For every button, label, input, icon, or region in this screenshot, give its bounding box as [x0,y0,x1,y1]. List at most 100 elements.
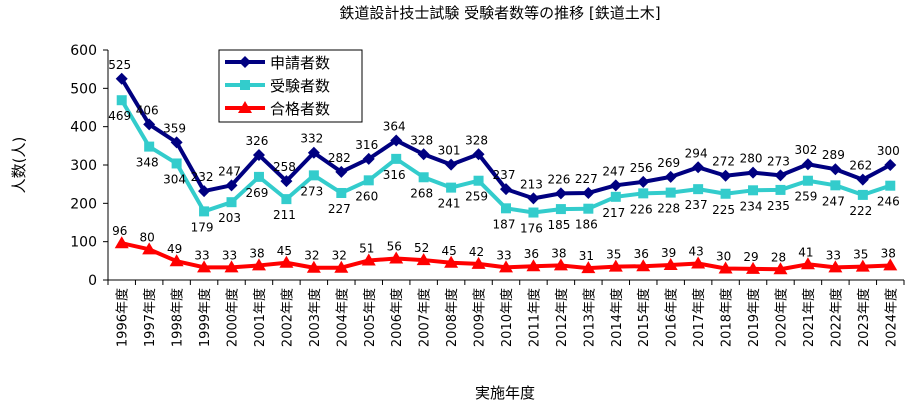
point-marker [800,257,815,270]
point-marker [856,173,869,186]
data-label: 45 [441,244,456,258]
point-marker [748,185,759,196]
data-label: 179 [191,220,214,234]
x-tick-label: 1999年度 [197,288,213,347]
point-marker [499,260,513,273]
point-marker [775,184,786,195]
point-marker [855,259,870,272]
data-label: 302 [794,143,817,157]
x-tick-label: 2004年度 [334,288,350,347]
point-marker [773,262,788,275]
y-tick-label: 400 [70,120,97,136]
point-marker [637,175,650,188]
data-label: 42 [469,245,484,259]
point-marker [582,186,595,199]
data-label: 33 [222,248,237,262]
x-tick-label: 2024年度 [883,288,899,347]
point-marker [663,258,678,271]
x-tick-label: 1997年度 [142,288,158,347]
data-label: 33 [194,248,209,262]
data-label: 364 [383,119,406,133]
data-label: 316 [383,168,406,182]
point-marker [829,163,842,176]
x-tick-label: 2016年度 [664,288,680,347]
data-label: 35 [606,248,621,262]
y-tick-label: 500 [70,81,97,97]
data-label: 80 [140,230,155,244]
data-label: 35 [853,248,868,262]
x-tick-label: 2020年度 [773,288,789,347]
data-label: 269 [657,156,680,170]
point-marker [608,259,623,272]
data-label: 289 [822,148,845,162]
data-label: 49 [167,242,182,256]
data-label: 176 [520,222,543,236]
point-marker [526,259,541,272]
point-marker [665,187,676,198]
point-marker [693,184,704,195]
y-tick-label: 300 [70,158,97,174]
data-label: 235 [767,199,790,213]
point-marker [692,161,705,174]
data-label: 268 [410,186,433,200]
x-tick-label: 2006年度 [389,288,405,347]
data-label: 36 [524,247,539,261]
point-marker [446,182,457,193]
data-label: 316 [355,138,378,152]
point-marker [417,148,430,161]
point-marker [857,189,868,200]
data-label: 282 [328,151,351,165]
point-marker [170,136,183,149]
point-marker [581,261,596,274]
x-tick-label: 2021年度 [801,288,817,347]
data-label: 232 [191,170,214,184]
point-marker [719,169,732,182]
data-label: 186 [575,218,598,232]
data-label: 469 [108,109,131,123]
data-label: 32 [304,249,319,263]
point-marker [527,192,540,205]
point-marker [239,56,251,68]
point-marker [610,191,621,202]
data-label: 260 [355,189,378,203]
point-marker [720,188,731,199]
point-marker [664,170,677,183]
legend-label: 受験者数 [270,77,330,95]
x-tick-label: 2011年度 [526,288,542,347]
x-tick-label: 2018年度 [719,288,735,347]
data-label: 43 [688,245,703,259]
data-label: 280 [740,152,763,166]
point-marker [280,175,293,188]
point-marker [774,169,787,182]
point-marker [143,118,156,131]
legend-label: 申請者数 [270,54,330,72]
point-marker [308,170,319,181]
data-label: 33 [496,248,511,262]
data-label: 247 [822,194,845,208]
data-label: 247 [602,164,625,178]
data-label: 38 [249,246,264,260]
data-label: 525 [108,58,131,72]
point-marker [306,260,321,273]
point-marker [226,197,237,208]
data-label: 222 [849,204,872,218]
point-marker [238,101,252,113]
x-tick-label: 2015年度 [636,288,652,347]
x-tick-label: 2017年度 [691,288,707,347]
series-square [116,95,896,218]
point-marker [801,158,814,171]
point-marker [583,203,594,214]
data-label: 28 [771,250,786,264]
data-label: 36 [634,247,649,261]
point-marker [473,175,484,186]
y-tick-label: 200 [70,196,97,212]
data-label: 227 [575,172,598,186]
y-tick-label: 600 [70,43,97,59]
data-label: 259 [794,190,817,204]
point-marker [691,256,706,269]
data-label: 185 [547,218,570,232]
point-marker [444,255,459,268]
data-label: 247 [218,164,241,178]
point-marker [830,180,841,191]
point-marker [144,141,155,152]
